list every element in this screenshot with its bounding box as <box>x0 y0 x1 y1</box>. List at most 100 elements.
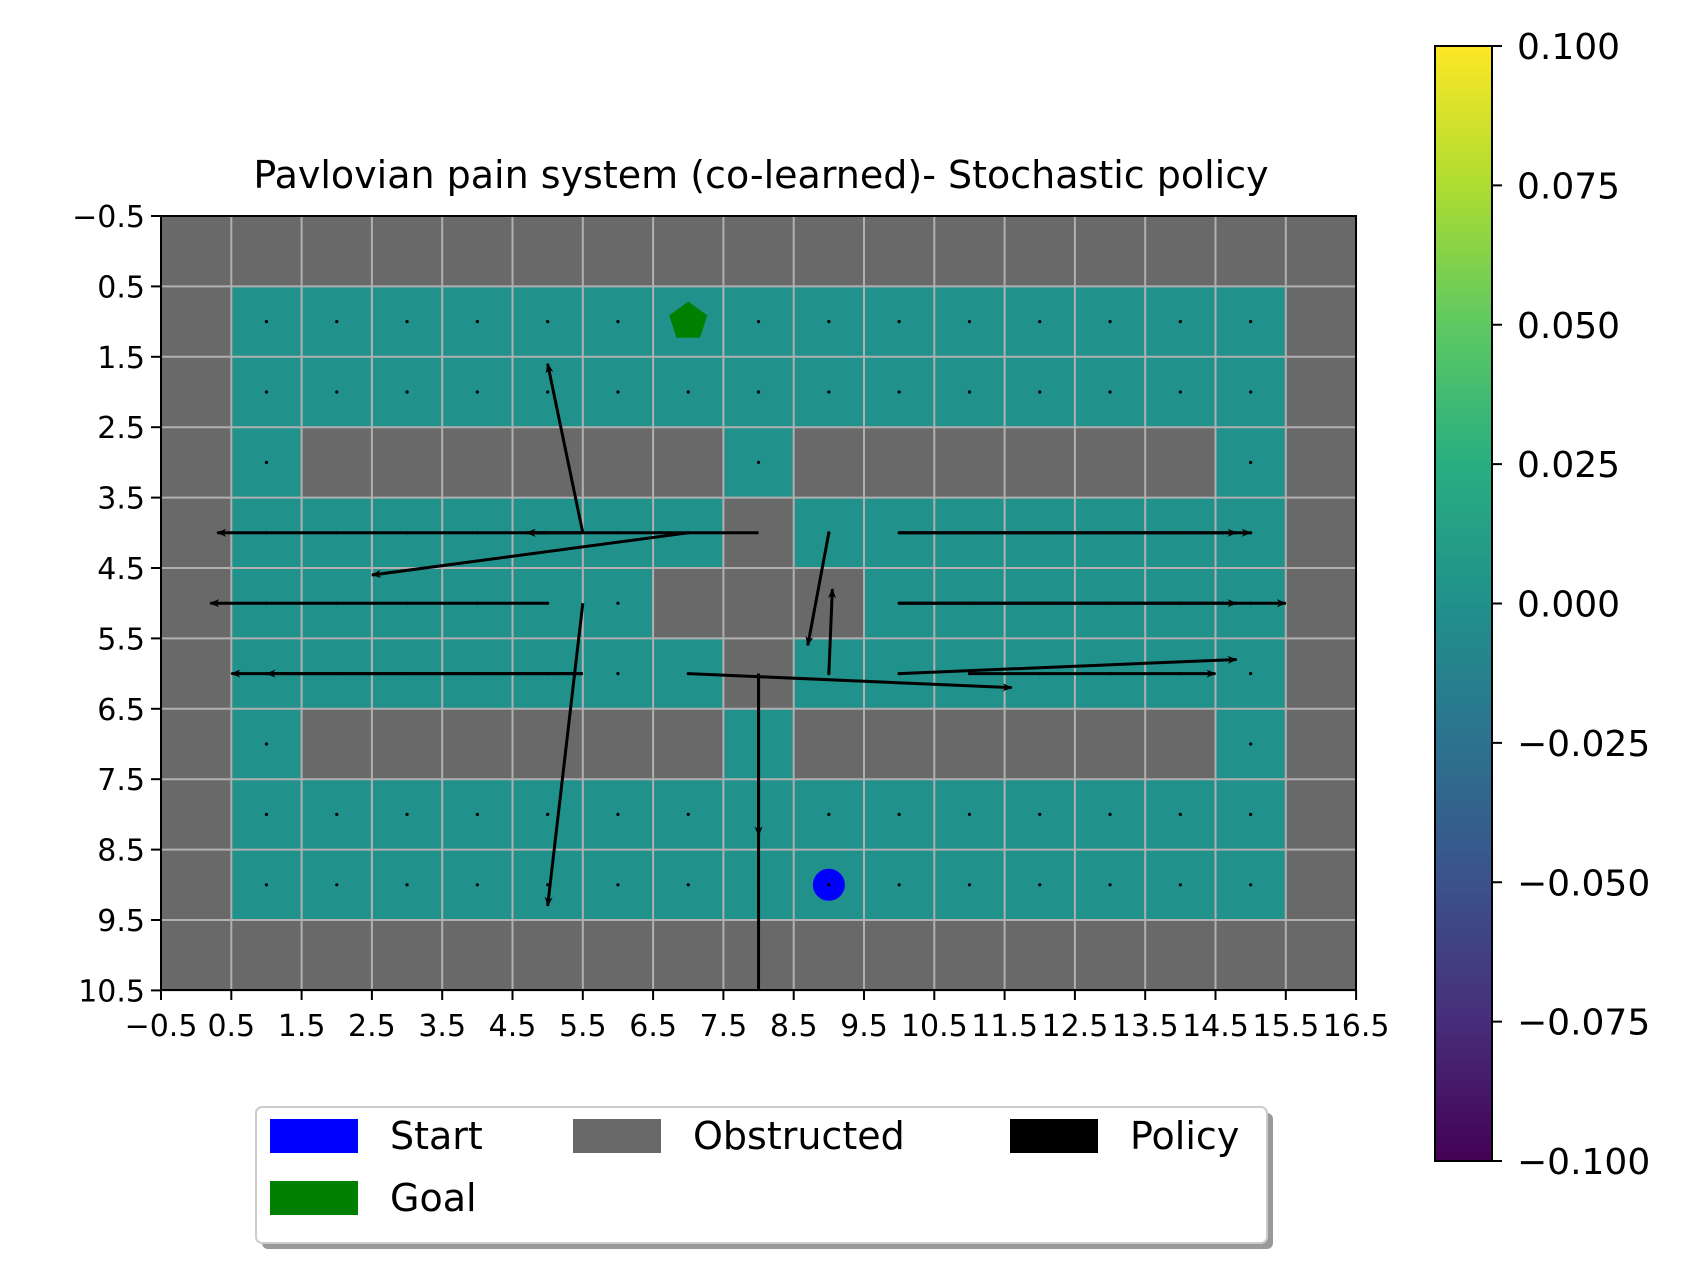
cell-dot <box>264 883 269 887</box>
cell-dot <box>546 812 550 817</box>
obstructed-cell <box>161 638 232 710</box>
cell-dot <box>1249 390 1253 394</box>
obstructed-cell <box>1285 356 1357 428</box>
y-tick-label: −0.5 <box>72 200 145 235</box>
cell-dot <box>897 812 901 817</box>
y-tick-label: 2.5 <box>97 411 145 446</box>
colorbar: 0.100 0.075 0.050 0.025 0.000 −0.025 −0.050 −0.… <box>1434 27 1650 1183</box>
cell-dot <box>335 390 339 394</box>
obstructed-cell <box>1074 920 1146 991</box>
obstructed-cell <box>582 216 654 287</box>
obstructed-cell <box>1285 286 1357 358</box>
cell-dot <box>827 390 831 394</box>
y-tick-label: 1.5 <box>97 341 145 376</box>
obstructed-cell <box>442 216 514 287</box>
cell-dot <box>405 812 409 817</box>
legend-swatch <box>573 1119 661 1153</box>
policy-arrow <box>544 603 585 907</box>
x-tick-label: 1.5 <box>278 1009 326 1044</box>
x-tick-label: 16.5 <box>1323 1009 1390 1044</box>
cell-dot <box>264 742 269 746</box>
y-tick-label: 7.5 <box>97 763 145 798</box>
y-tick-label: 8.5 <box>97 834 145 869</box>
cell-dot <box>686 390 690 394</box>
obstructed-cell <box>1074 216 1146 287</box>
cell-dot <box>1249 320 1253 324</box>
cell-dot <box>1178 320 1182 324</box>
cell-dot <box>264 320 269 324</box>
x-tick-label: 15.5 <box>1252 1009 1319 1044</box>
cell-dot <box>897 390 901 394</box>
obstructed-cell <box>864 427 935 499</box>
obstructed-cell <box>512 216 584 287</box>
cell-dot <box>1108 812 1112 817</box>
y-axis-ticks: −0.5 0.5 1.5 2.5 3.5 4.5 5.5 6.5 7.5 8.5 9.5 10.5 <box>72 200 161 1009</box>
obstructed-cell <box>864 920 935 991</box>
colorbar-tick-label: 0.075 <box>1517 166 1620 207</box>
policy-arrow <box>688 672 1013 692</box>
obstructed-cell <box>161 708 232 780</box>
obstructed-cell <box>301 216 373 287</box>
x-tick-label: 4.5 <box>489 1009 537 1044</box>
colorbar-tick-label: −0.050 <box>1517 863 1650 904</box>
legend-label: Policy <box>1130 1114 1239 1158</box>
cell-dot <box>756 390 761 394</box>
cell-dot <box>616 883 620 887</box>
obstructed-cell <box>1285 638 1357 710</box>
obstructed-cell <box>582 427 654 499</box>
x-tick-label: 14.5 <box>1182 1009 1249 1044</box>
obstructed-cell <box>1215 920 1287 991</box>
x-tick-label: 3.5 <box>418 1009 466 1044</box>
cell-dot <box>897 883 901 887</box>
obstructed-cell <box>723 216 795 287</box>
y-tick-label: 9.5 <box>97 904 145 939</box>
cell-dot <box>686 883 690 887</box>
cell-dot <box>475 320 479 324</box>
start-goal-markers <box>669 301 845 901</box>
obstructed-cell <box>1004 216 1076 287</box>
obstructed-cell <box>301 920 373 991</box>
obstructed-cell <box>653 708 724 780</box>
cell-dot <box>897 320 901 324</box>
obstructed-cell <box>1004 427 1076 499</box>
legend: Start Obstructed Policy Goal <box>255 1106 1273 1249</box>
x-tick-label: 2.5 <box>348 1009 396 1044</box>
cell-dot <box>405 883 409 887</box>
obstructed-cell <box>512 427 584 499</box>
cell-dot <box>335 812 339 817</box>
obstructed-cell <box>793 708 865 780</box>
cell-dot <box>1249 742 1253 746</box>
cell-dot <box>405 320 409 324</box>
cell-dot <box>1038 883 1042 887</box>
x-tick-label: 12.5 <box>1042 1009 1109 1044</box>
cell-dot <box>827 812 831 817</box>
colorbar-tick-label: −0.075 <box>1517 1003 1650 1044</box>
obstructed-cell <box>1285 708 1357 780</box>
obstructed-cell <box>371 920 443 991</box>
obstructed-cell <box>1145 216 1217 287</box>
cell-dot <box>967 320 972 324</box>
cell-dot <box>967 883 972 887</box>
colorbar-tick-label: −0.100 <box>1517 1142 1650 1183</box>
cell-dot <box>264 812 269 817</box>
obstructed-cell <box>653 568 724 639</box>
obstructed-cell <box>1285 497 1357 569</box>
obstructed-cell <box>231 216 303 287</box>
obstructed-cell <box>653 216 724 287</box>
cell-dot <box>616 390 620 394</box>
colorbar-tick-label: 0.000 <box>1517 585 1620 626</box>
cell-dot <box>756 460 761 464</box>
obstructed-cell <box>723 568 795 639</box>
cell-dot <box>1178 812 1182 817</box>
obstructed-cell <box>1285 427 1357 499</box>
cell-dot <box>616 672 620 676</box>
legend-label: Start <box>390 1114 483 1158</box>
obstructed-cell <box>1074 708 1146 780</box>
obstructed-cell <box>582 920 654 991</box>
cell-dot <box>546 390 550 394</box>
cell-dot <box>1108 390 1112 394</box>
obstructed-cell <box>161 216 232 287</box>
x-axis-ticks: −0.5 0.5 1.5 2.5 3.5 4.5 5.5 6.5 7.5 8.5 9.5 10.5 11… <box>125 990 1390 1044</box>
cell-dot <box>1249 460 1253 464</box>
colorbar-gradient <box>1434 45 1493 1162</box>
